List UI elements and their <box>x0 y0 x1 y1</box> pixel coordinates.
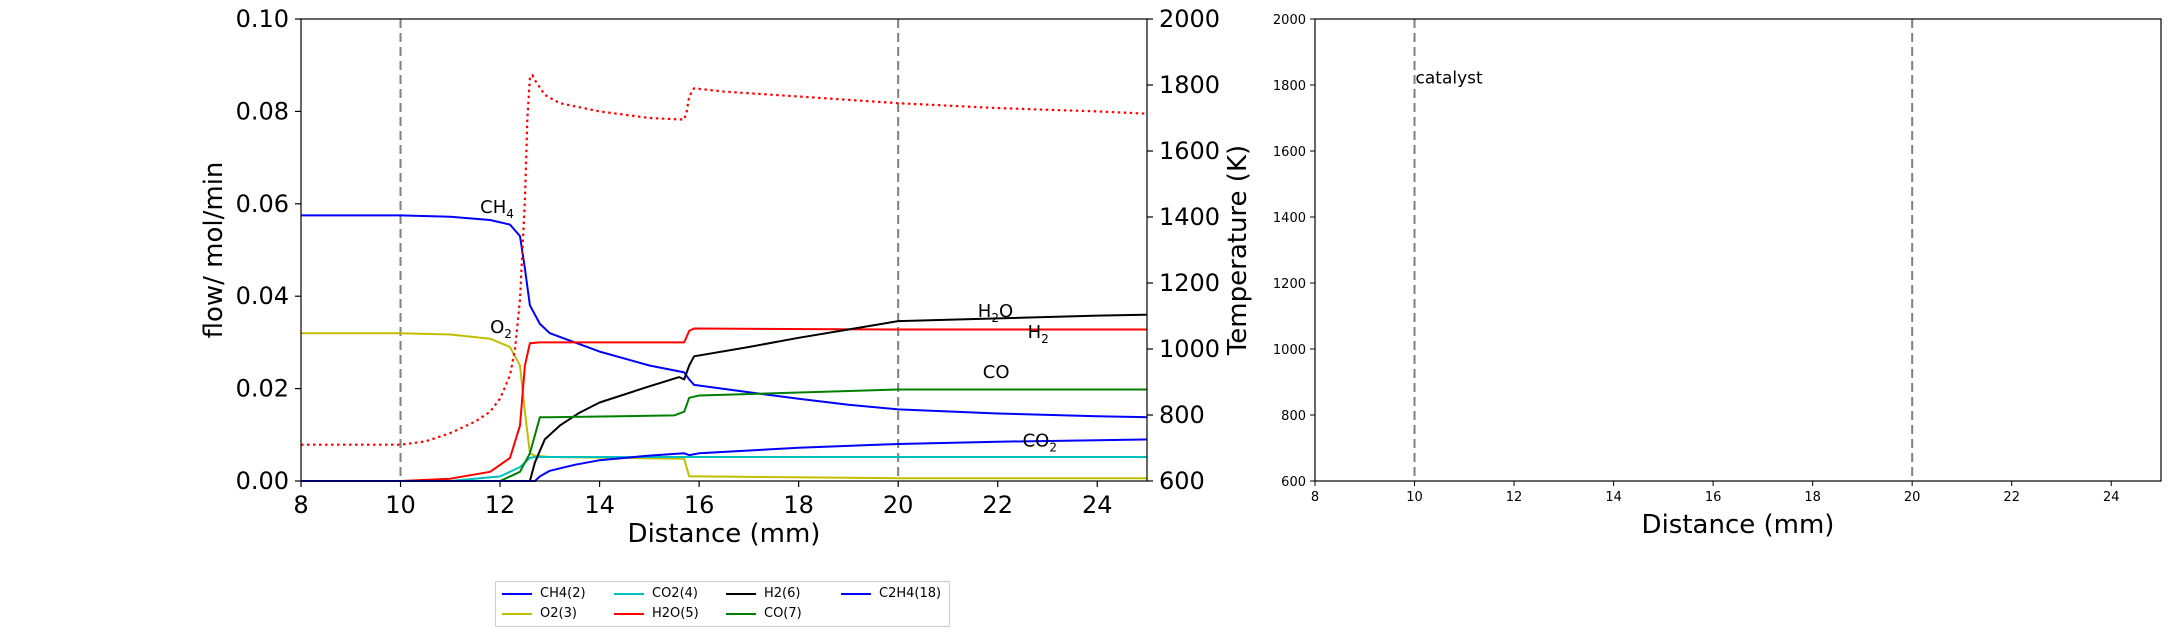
y-tick-label: 1400 <box>1273 211 1306 226</box>
x-tick-label: 24 <box>1082 491 1113 519</box>
y2-tick-label: 1600 <box>1159 137 1220 165</box>
legend-label: CO2(4) <box>652 586 698 601</box>
legend-entry: H2(6) <box>726 585 800 603</box>
y2-tick-label: 2000 <box>1159 5 1220 33</box>
legend-entry: C2H4(18) <box>841 585 941 603</box>
left-x-axis-label: Distance (mm) <box>628 519 821 549</box>
legend-swatch <box>614 612 644 615</box>
series-line-ch42 <box>301 214 1148 419</box>
right-plot-area <box>1315 19 2161 481</box>
x-tick-label: 10 <box>385 491 416 519</box>
x-tick-label: 12 <box>1506 490 1523 505</box>
left-y2-axis-label: Temperature (K) <box>1223 145 1253 356</box>
y-tick-label: 0.02 <box>236 375 289 403</box>
series-annotation: H2 <box>1028 322 1049 346</box>
x-tick-label: 16 <box>1705 490 1722 505</box>
y-tick-label: 1600 <box>1273 145 1306 160</box>
y-tick-label: 1800 <box>1273 79 1306 94</box>
series-line-co7 <box>301 388 1147 482</box>
legend-label: H2(6) <box>764 586 801 601</box>
x-tick-label: 20 <box>1904 490 1921 505</box>
right-chart: 8 10 12 14 16 18 20 22 24 600 800 1000 1200 1400 1600… <box>1273 13 2162 540</box>
x-tick-label: 8 <box>293 491 308 519</box>
y-tick-label: 600 <box>1281 475 1306 490</box>
y2-tick-label: 800 <box>1159 401 1205 429</box>
catalyst-label: catalyst <box>1416 68 1483 88</box>
series-annotation: CH4 <box>480 197 514 221</box>
x-tick-label: 12 <box>485 491 516 519</box>
series-line-h26 <box>301 313 1148 482</box>
legend-label: H2O(5) <box>652 606 699 621</box>
series-annotation: CO2 <box>1023 430 1057 454</box>
right-x-axis-label: Distance (mm) <box>1642 510 1835 540</box>
legend-label: CH4(2) <box>540 586 586 601</box>
x-tick-label: 16 <box>684 491 715 519</box>
legend-entry: CO(7) <box>726 605 802 623</box>
x-tick-label: 22 <box>982 491 1013 519</box>
y-tick-label: 0.10 <box>236 5 289 33</box>
left-chart: 8 10 12 14 16 18 20 22 24 0.00 0.02 0.04 0.06 0.08 0.… <box>199 5 1253 549</box>
y2-tick-label: 1000 <box>1159 335 1220 363</box>
legend-label: C2H4(18) <box>879 586 942 601</box>
x-tick-label: 10 <box>1406 490 1423 505</box>
left-plot-area <box>301 19 1147 481</box>
legend-entry: H2O(5) <box>614 605 699 623</box>
legend-swatch <box>502 612 532 615</box>
legend-swatch <box>726 612 756 615</box>
legend-swatch <box>726 592 756 595</box>
y-tick-label: 0.04 <box>236 282 289 310</box>
y2-tick-label: 1200 <box>1159 269 1220 297</box>
legend-label: O2(3) <box>540 606 577 621</box>
series-annotation: CO <box>983 362 1010 383</box>
series-annotation: H2O <box>978 301 1013 325</box>
x-tick-label: 24 <box>2103 490 2120 505</box>
x-tick-label: 22 <box>2003 490 2020 505</box>
y-tick-label: 1000 <box>1273 343 1306 358</box>
y-tick-label: 0.00 <box>236 467 289 495</box>
y-tick-label: 0.08 <box>236 97 289 125</box>
y2-tick-label: 600 <box>1159 467 1205 495</box>
x-tick-label: 14 <box>584 491 615 519</box>
y-tick-label: 1200 <box>1273 277 1306 292</box>
y-tick-label: 2000 <box>1273 13 1306 28</box>
left-y-axis-label: flow/ mol/min <box>199 162 229 339</box>
y-tick-label: 0.06 <box>236 190 289 218</box>
legend: CH4(2) O2(3) CO2(4) H2O(5) H2(6) CO(7) C2H4(18… <box>495 581 950 627</box>
legend-label: CO(7) <box>764 606 802 621</box>
right-plot-frame <box>1314 18 2162 482</box>
series-line-h2o5 <box>301 327 1147 482</box>
y-tick-label: 800 <box>1281 409 1306 424</box>
y2-tick-label: 1400 <box>1159 203 1220 231</box>
x-tick-label: 8 <box>1311 490 1319 505</box>
legend-entry: CO2(4) <box>614 585 698 603</box>
x-tick-label: 18 <box>1804 490 1821 505</box>
legend-entry: CH4(2) <box>502 585 586 603</box>
left-plot-frame <box>300 18 1148 482</box>
y2-tick-label: 1800 <box>1159 71 1220 99</box>
series-annotation: O2 <box>490 317 512 341</box>
x-tick-label: 14 <box>1605 490 1622 505</box>
legend-swatch <box>502 592 532 595</box>
legend-swatch <box>614 592 644 595</box>
legend-swatch <box>841 592 871 595</box>
x-tick-label: 18 <box>783 491 814 519</box>
series-line-c2h418 <box>301 438 1148 482</box>
x-tick-label: 20 <box>883 491 914 519</box>
legend-entry: O2(3) <box>502 605 577 623</box>
